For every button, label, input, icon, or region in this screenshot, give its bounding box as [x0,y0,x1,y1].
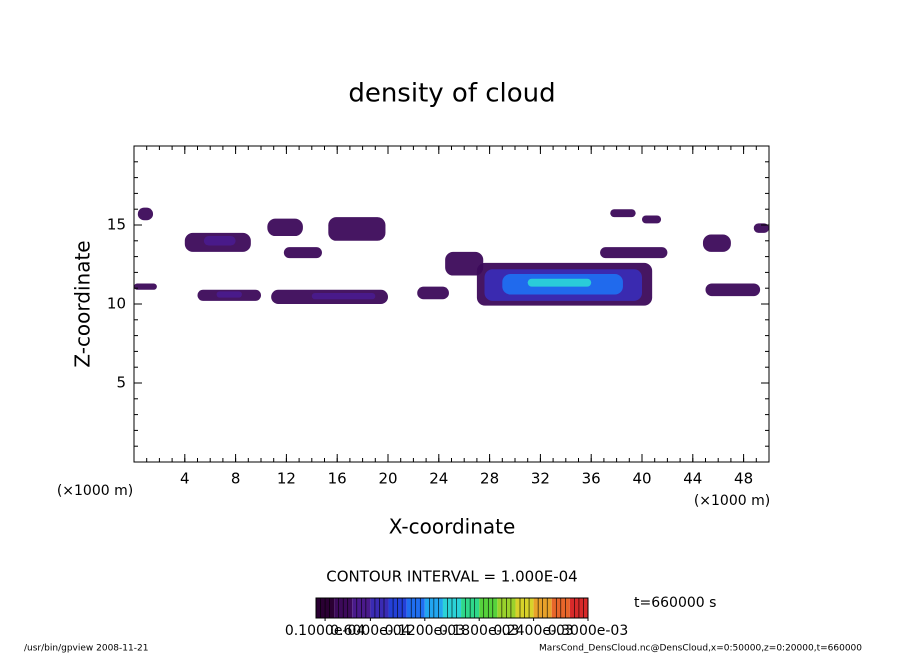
footer-right: MarsCond_DensCloud.nc@DensCloud,x=0:5000… [539,644,862,654]
x-tick-label: 8 [231,470,241,488]
y-tick-label: 10 [107,295,126,313]
footer-left: /usr/bin/gpview 2008-11-21 [24,644,148,654]
cloud-patch [137,207,154,221]
colorbar-tick-label: 0.1800e-03 [439,623,519,639]
cloud-patch [600,247,668,259]
y-unit-label: (×1000 m) [57,483,133,499]
cloud-patch [702,234,731,252]
chart-title: density of cloud [348,79,555,109]
plot-frame [133,145,770,463]
x-tick-label: 36 [582,470,601,488]
colorbar-tick-label: 0.6000e-04 [330,623,411,639]
y-tick-label: 5 [116,374,126,392]
cloud-patch [642,215,662,224]
colorbar-frame [315,597,589,619]
colorbar-tick-label: 0.3000e-03 [548,623,628,639]
x-axis-label: X-coordinate [389,515,516,539]
x-unit-label: (×1000 m) [694,493,770,509]
x-tick-label: 32 [531,470,550,488]
colorbar-tick-label: 0.1000e-04 [285,623,366,639]
cloud-patch [203,236,236,246]
cloud-patch [705,283,761,297]
cloud-patch [267,218,303,237]
x-tick-label: 44 [683,470,702,488]
contour-interval: CONTOUR INTERVAL = 1.000E-04 [326,568,577,586]
cloud-patch [311,292,376,300]
cloud-patch [216,291,242,298]
y-tick-label: 15 [107,216,126,234]
cloud-patch [527,278,592,287]
y-axis-label: Z-coordinate [71,240,95,367]
cloud-patch [417,286,449,300]
cloud-patch [610,209,636,218]
colorbar-tick-label: 0.2400e-03 [493,623,573,639]
x-tick-label: 16 [328,470,347,488]
time-label: t=660000 s [634,595,716,611]
x-tick-label: 48 [734,470,753,488]
cloud-patch [134,283,157,290]
cloud-patch [753,223,769,233]
x-tick-label: 40 [632,470,651,488]
x-tick-label: 28 [480,470,499,488]
x-tick-label: 12 [277,470,296,488]
cloud-patch [283,247,322,259]
colorbar-tick-label: 0.1200e-03 [385,623,465,639]
x-tick-label: 20 [378,470,397,488]
x-tick-label: 24 [429,470,448,488]
cloud-patch [445,251,484,276]
x-tick-label: 4 [180,470,190,488]
cloud-patch [328,217,386,241]
